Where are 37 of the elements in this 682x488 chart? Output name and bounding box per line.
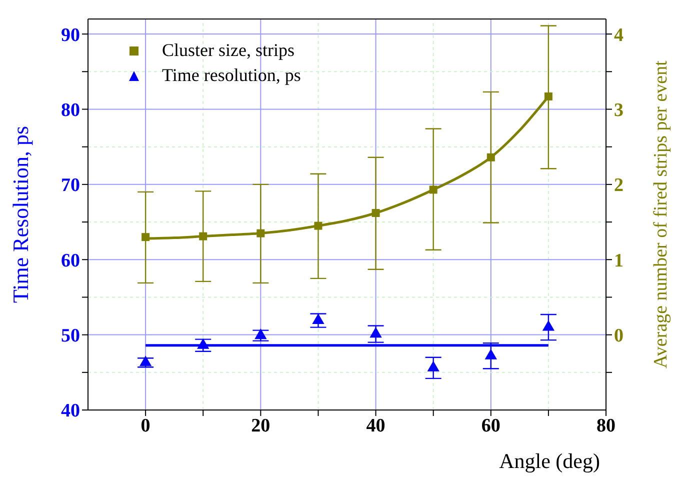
legend-label: Cluster size, strips bbox=[162, 40, 294, 61]
y2-tick-label: 4 bbox=[614, 24, 624, 46]
legend-label: Time resolution, ps bbox=[162, 65, 301, 86]
y-tick-label: 80 bbox=[61, 100, 80, 121]
y2-tick-label: 1 bbox=[614, 250, 624, 272]
point bbox=[429, 186, 438, 194]
x-tick-label: 20 bbox=[251, 415, 270, 436]
y-axis-title: Time Resolution, ps bbox=[8, 126, 33, 304]
x-tick-label: 0 bbox=[140, 415, 150, 436]
point bbox=[312, 314, 324, 324]
y-tick-label: 90 bbox=[61, 24, 80, 46]
point bbox=[542, 320, 555, 331]
y2-axis-title: Average number of fired strips per event bbox=[650, 60, 672, 368]
x-tick-label: 40 bbox=[366, 415, 386, 436]
point bbox=[314, 222, 322, 230]
y2-tick-label: 2 bbox=[614, 175, 624, 196]
x-axis-title: Angle (deg) bbox=[499, 449, 600, 473]
point bbox=[427, 360, 440, 372]
point bbox=[484, 348, 497, 360]
point bbox=[197, 338, 210, 349]
x-tick-label: 60 bbox=[481, 415, 500, 436]
point bbox=[544, 92, 552, 100]
point bbox=[372, 208, 380, 217]
point bbox=[142, 233, 150, 242]
y-tick-label: 60 bbox=[61, 250, 80, 272]
y-tick-label: 70 bbox=[61, 175, 80, 196]
point bbox=[370, 327, 382, 338]
point bbox=[139, 356, 152, 366]
y-tick-label: 40 bbox=[61, 400, 80, 422]
point bbox=[256, 229, 265, 238]
point bbox=[199, 232, 208, 240]
point bbox=[254, 328, 267, 340]
y2-tick-label: 3 bbox=[614, 100, 624, 121]
point bbox=[486, 153, 495, 162]
x-tick-label: 80 bbox=[596, 415, 616, 436]
y-tick-label: 50 bbox=[61, 326, 80, 347]
y2-tick-label: 0 bbox=[614, 326, 624, 347]
